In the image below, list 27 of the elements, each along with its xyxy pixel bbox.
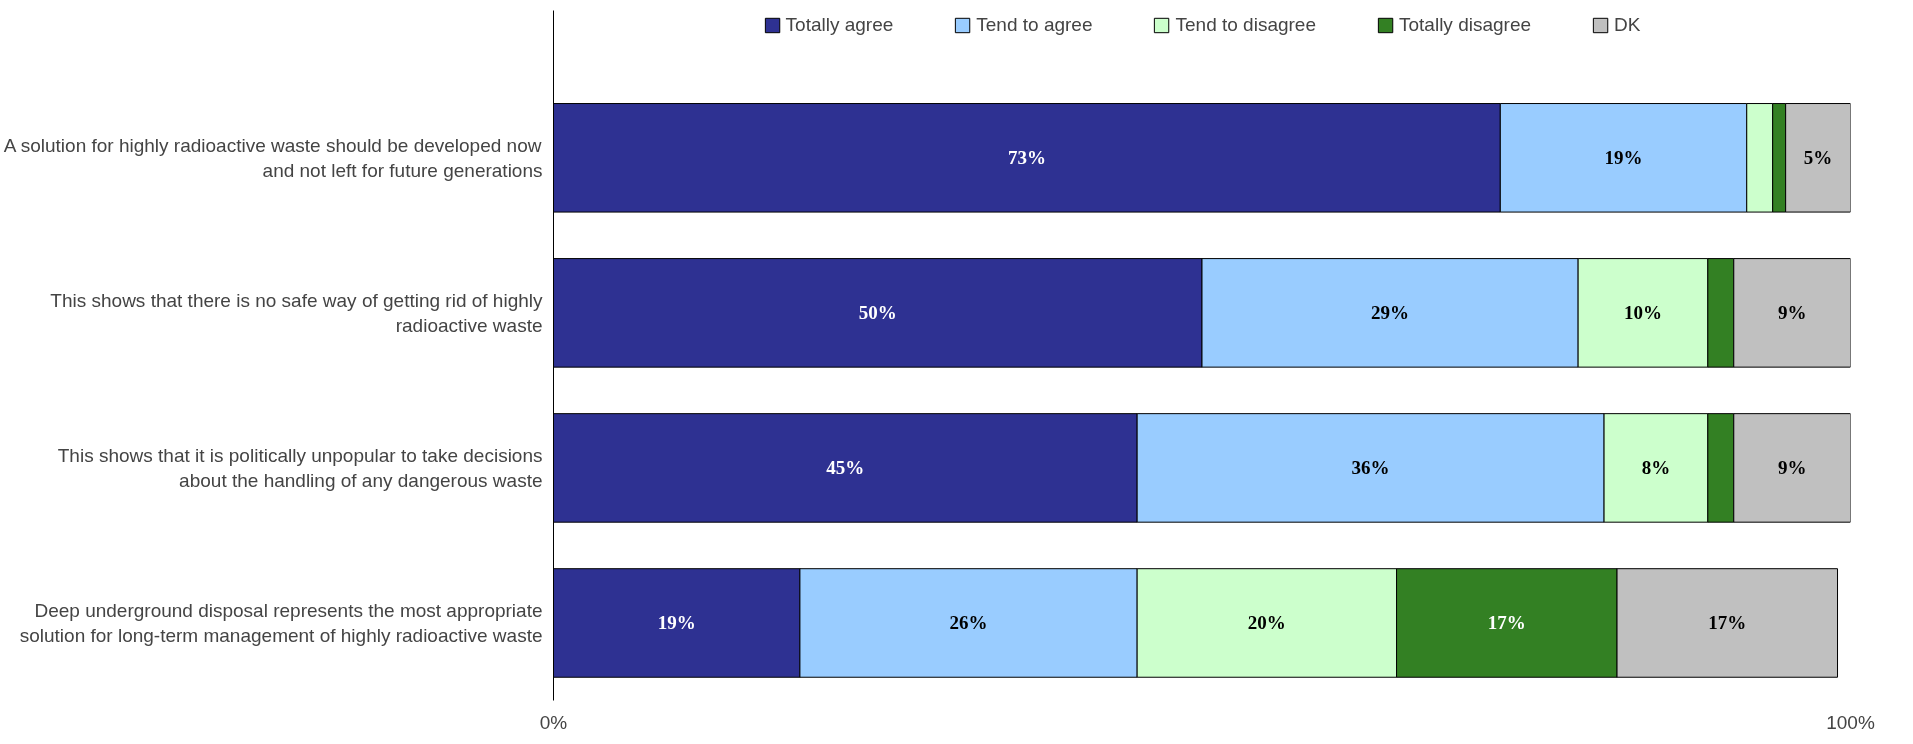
y-tick-label: Deep underground disposal represents the most appropriate solution for long-term management of highly radioactive waste: [19, 599, 543, 647]
legend-label: DK: [1614, 14, 1641, 36]
y-tick-label: This shows that there is no safe way of getting rid of highly radioactive waste: [50, 289, 543, 336]
legend-label: Totally disagree: [1399, 14, 1532, 36]
x-tick-label: 100%: [1826, 711, 1875, 733]
data-label: 19%: [657, 612, 696, 634]
legend-label: Tend to agree: [976, 14, 1093, 36]
data-label: 36%: [1351, 457, 1390, 479]
data-label: 8%: [1641, 457, 1671, 479]
data-label: 9%: [1777, 302, 1807, 324]
data-label: 17%: [1708, 612, 1747, 634]
data-label: 26%: [949, 612, 988, 634]
data-label: 29%: [1371, 302, 1410, 324]
x-tick-label: 0%: [539, 711, 568, 733]
data-label: 9%: [1777, 457, 1807, 479]
data-label: 20%: [1247, 612, 1286, 634]
legend-label: Totally agree: [785, 14, 894, 36]
y-tick-label: This shows that it is politically unpopular to take decisions about the handling of any dangerous waste: [57, 444, 543, 492]
data-label: 45%: [826, 457, 865, 479]
legend-label: Tend to disagree: [1175, 14, 1316, 36]
y-tick-label: A solution for highly radioactive waste should be developed now and not left for future generations: [3, 134, 543, 181]
data-label: 19%: [1604, 147, 1643, 169]
data-label: 5%: [1803, 147, 1833, 169]
data-label: 17%: [1487, 612, 1526, 634]
data-label: 10%: [1623, 302, 1662, 324]
data-label: 73%: [1007, 147, 1046, 169]
data-label: 50%: [858, 302, 897, 324]
